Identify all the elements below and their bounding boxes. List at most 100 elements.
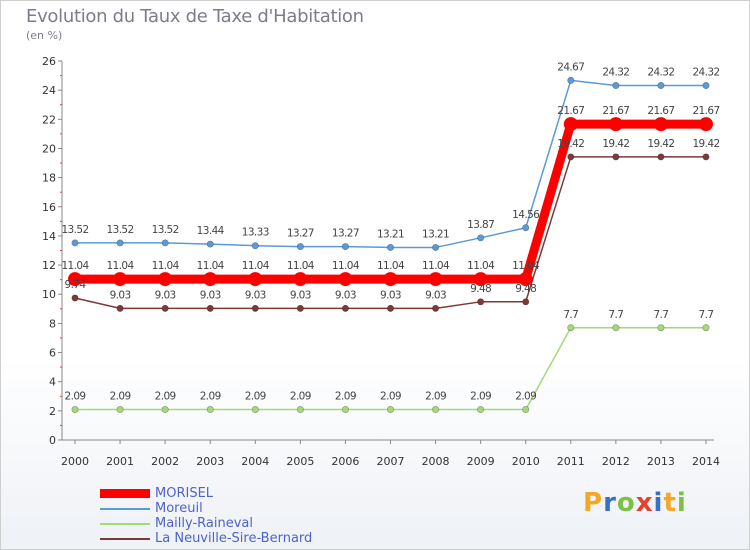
y-tick-label: 24 [42,84,56,97]
y-tick-label: 6 [49,347,56,360]
data-point-la-neuville-sire-bernard [71,294,79,302]
y-tick-label: 26 [42,55,56,68]
data-label-la-neuville-sire-bernard: 9.03 [425,289,446,301]
data-label-moreuil: 13.21 [377,228,404,240]
data-label-morisel: 21.67 [602,105,629,117]
data-label-mailly-raineval: 2.09 [470,391,491,403]
series-mailly-raineval [71,324,710,414]
data-point-moreuil [657,81,665,89]
data-label-mailly-raineval: 2.09 [110,391,131,403]
data-label-la-neuville-sire-bernard: 9.03 [110,289,131,301]
data-label-mailly-raineval: 7.7 [653,309,668,321]
data-point-la-neuville-sire-bernard [161,304,169,312]
chart-title: Evolution du Taux de Taxe d'Habitation [26,6,364,27]
data-point-moreuil [341,243,349,251]
data-label-moreuil: 13.21 [422,228,449,240]
data-label-mailly-raineval: 2.09 [515,391,536,403]
legend-label: La Neuville-Sire-Bernard [155,531,313,546]
data-label-moreuil: 13.27 [287,228,314,240]
data-label-la-neuville-sire-bernard: 9.74 [65,279,87,291]
data-label-morisel: 11.04 [332,260,360,272]
data-label-moreuil: 24.32 [692,66,719,78]
y-tick-label: 12 [42,259,56,272]
data-point-mailly-raineval [116,406,124,414]
x-tick-label: 2009 [467,455,495,468]
data-point-mailly-raineval [657,324,665,332]
data-labels-layer: 11.04 11.04 11.04 11.04 11.04 11.04 11.04 11.04… [61,61,720,403]
data-point-moreuil [386,243,394,251]
data-point-morisel [428,272,443,287]
y-tick-label: 16 [42,201,56,214]
chart-legend: MORISEL Moreuil Mailly-Raineval La Neuville… [100,486,312,546]
series-la-neuville-sire-bernard [71,153,710,312]
y-tick-label: 0 [49,434,56,447]
legend-swatch [100,522,150,525]
data-point-moreuil [296,243,304,251]
data-label-morisel: 11.04 [61,260,89,272]
x-tick-label: 2005 [286,455,314,468]
data-label-mailly-raineval: 2.09 [200,391,221,403]
logo-letter: t [663,488,677,518]
data-point-mailly-raineval [567,324,575,332]
data-point-moreuil [612,81,620,89]
y-tick-label: 2 [49,405,56,418]
x-tick-label: 2003 [196,455,224,468]
logo-letter: x [635,488,654,518]
data-point-la-neuville-sire-bernard [657,153,665,161]
data-point-la-neuville-sire-bernard [296,304,304,312]
data-point-mailly-raineval [71,406,79,414]
chart-unit-label: (en %) [26,29,63,42]
data-label-la-neuville-sire-bernard: 9.03 [290,289,311,301]
data-point-la-neuville-sire-bernard [432,304,440,312]
data-label-la-neuville-sire-bernard: 9.03 [245,289,266,301]
data-point-la-neuville-sire-bernard [612,153,620,161]
data-label-mailly-raineval: 2.09 [290,391,311,403]
data-point-morisel [699,117,713,132]
data-point-mailly-raineval [386,406,394,414]
data-point-moreuil [432,243,440,251]
data-label-la-neuville-sire-bernard: 19.42 [647,138,674,150]
legend-label: MORISEL [155,486,214,501]
data-point-mailly-raineval [161,406,169,414]
data-label-morisel: 11.04 [512,260,540,272]
data-label-la-neuville-sire-bernard: 19.42 [602,138,629,150]
data-label-la-neuville-sire-bernard: 9.03 [200,289,221,301]
data-label-morisel: 11.04 [197,260,225,272]
data-label-mailly-raineval: 2.09 [380,391,401,403]
data-label-moreuil: 13.52 [61,224,88,236]
data-point-mailly-raineval [251,406,259,414]
data-point-morisel [563,117,578,132]
data-point-mailly-raineval [296,406,304,414]
data-point-moreuil [522,224,530,232]
data-point-morisel [113,272,128,287]
data-label-mailly-raineval: 2.09 [425,391,446,403]
data-label-moreuil: 24.67 [557,61,584,73]
x-tick-label: 2012 [602,455,630,468]
data-point-la-neuville-sire-bernard [386,304,394,312]
data-point-morisel [383,272,398,287]
data-point-morisel [68,272,82,287]
legend-item-mailly-raineval: Mailly-Raineval [100,516,312,531]
data-label-morisel: 21.67 [647,105,674,117]
data-point-morisel [473,272,488,287]
data-point-la-neuville-sire-bernard [522,298,530,306]
y-tick-label: 14 [42,230,56,243]
data-label-morisel: 21.67 [557,105,584,117]
y-tick-label: 22 [42,113,56,126]
data-label-mailly-raineval: 7.7 [608,309,623,321]
y-tick-label: 18 [42,172,56,185]
x-tick-label: 2000 [61,455,89,468]
data-point-moreuil [702,81,710,89]
data-point-morisel [518,272,533,287]
data-point-morisel [653,117,668,132]
data-point-mailly-raineval [206,406,214,414]
y-tick-label: 20 [42,142,56,155]
data-label-moreuil: 13.52 [152,224,179,236]
data-point-mailly-raineval [341,406,349,414]
logo-letter: o [616,488,636,518]
data-point-moreuil [477,234,485,242]
data-point-morisel [608,117,623,132]
data-label-morisel: 11.04 [107,260,135,272]
